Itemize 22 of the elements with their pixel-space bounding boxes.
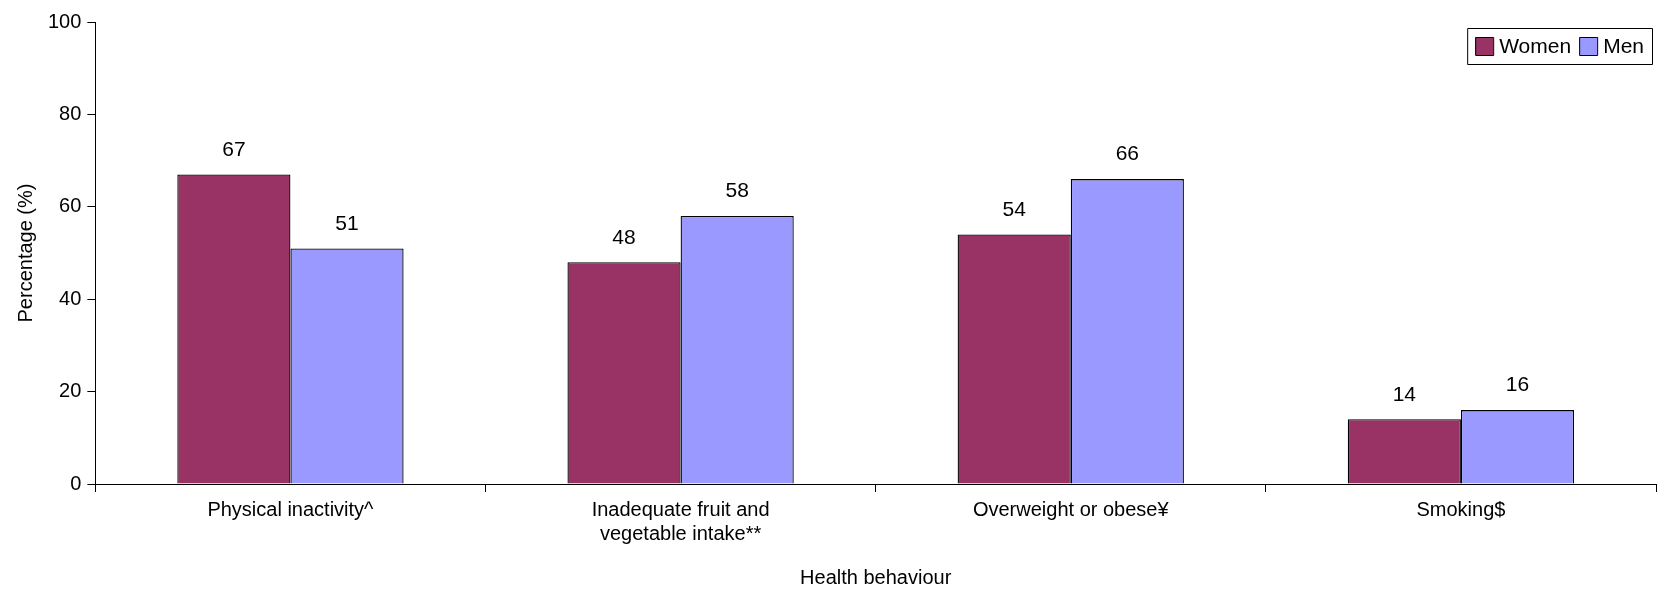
y-tick-label: 100 [47,9,82,32]
data-label: 54 [1002,196,1027,220]
data-label: 58 [725,178,749,202]
legend-label: Women [1499,33,1572,57]
x-axis-title: Health behaviour [800,565,952,588]
y-axis-title: Percentage (%) [13,183,36,323]
data-label: 51 [335,210,359,234]
data-label: 66 [1115,141,1140,165]
legend-label: Men [1603,33,1645,57]
y-tick-label: 40 [59,286,82,309]
y-tick-label: 60 [59,194,82,217]
x-tick-label: Inadequate fruit and vegetable intake** [591,497,770,544]
y-tick-label: 0 [70,471,82,494]
y-tick-label: 80 [59,101,82,124]
data-label: 67 [222,136,246,160]
x-tick-label: Physical inactivity^ [207,497,375,520]
x-tick-label: Smoking$ [1416,497,1506,520]
data-label: 48 [612,224,636,248]
data-label: 16 [1505,372,1530,396]
x-tick-label: Overweight or obese¥ [972,497,1170,520]
data-label: 14 [1392,381,1417,405]
y-tick-label: 20 [59,379,82,402]
